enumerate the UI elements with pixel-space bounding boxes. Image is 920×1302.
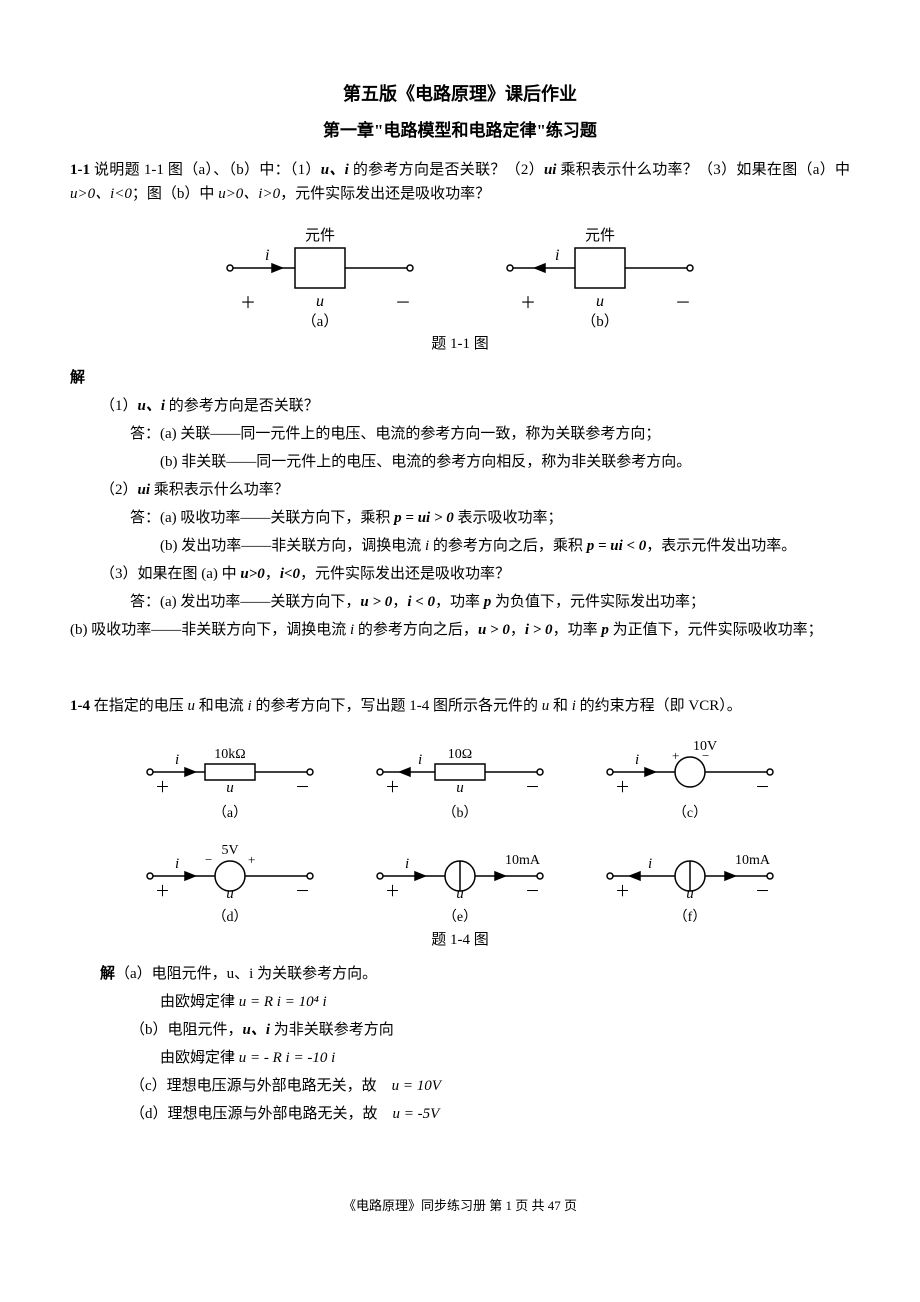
svg-text:－: － bbox=[295, 884, 310, 900]
svg-text:－: － bbox=[525, 884, 540, 900]
fig-1-4-a: 10kΩ i u ＋ － （a） bbox=[140, 732, 320, 822]
svg-text:+: + bbox=[248, 852, 255, 867]
page-footer: 《电路原理》同步练习册 第 1 页 共 47 页 bbox=[70, 1196, 850, 1217]
question-1-1: 1-1 说明题 1-1 图（a）、（b）中：（1）u、i 的参考方向是否关联？（… bbox=[70, 158, 850, 206]
fig-1-4-b: 10Ω i u ＋ － （b） bbox=[370, 732, 550, 822]
fig-1-4-e: 10mA i u ＋ － （e） bbox=[370, 836, 550, 926]
svg-text:i: i bbox=[635, 752, 639, 768]
sol-p3-a: 答：(a) 发出功率——关联方向下，u > 0，i < 0，功率 p 为负值下，… bbox=[70, 590, 850, 614]
svg-text:u: u bbox=[686, 886, 694, 902]
svg-text:＋: ＋ bbox=[155, 780, 170, 796]
svg-text:（a）: （a） bbox=[302, 313, 339, 328]
svg-text:（e）: （e） bbox=[443, 909, 477, 925]
svg-text:i: i bbox=[555, 247, 559, 264]
sol-p1-a: 答：(a) 关联——同一元件上的电压、电流的参考方向一致，称为关联参考方向； bbox=[70, 422, 850, 446]
sol-p3-b: (b) 吸收功率——非关联方向下，调换电流 i 的参考方向之后，u > 0，i … bbox=[70, 618, 850, 642]
fig-1-4-caption: 题 1-4 图 bbox=[70, 928, 850, 952]
svg-text:u: u bbox=[316, 293, 324, 310]
svg-text:u: u bbox=[596, 293, 604, 310]
svg-text:（b）: （b） bbox=[443, 805, 478, 821]
sol-1-4-d: （d）理想电压源与外部电路无关，故 u = -5V bbox=[70, 1102, 850, 1126]
svg-text:元件: 元件 bbox=[305, 227, 335, 244]
sol-1-4-a2: 由欧姆定律 u = R i = 10⁴ i bbox=[70, 990, 850, 1014]
sol-1-4: 解（a）电阻元件，u、i 为关联参考方向。 bbox=[70, 962, 850, 986]
figure-1-1: 元件 i u ＋ － （a） 元件 i u ＋ － （b） bbox=[70, 218, 850, 328]
svg-text:10Ω: 10Ω bbox=[448, 747, 472, 762]
sol-1-4-c: （c）理想电压源与外部电路无关，故 u = 10V bbox=[70, 1074, 850, 1098]
svg-text:i: i bbox=[175, 752, 179, 768]
svg-text:－: － bbox=[525, 780, 540, 796]
svg-text:i: i bbox=[175, 856, 179, 872]
svg-text:−: − bbox=[205, 852, 212, 867]
fig-1-1-b: 元件 i u ＋ － （b） bbox=[500, 218, 700, 328]
chapter-title: 第一章"电路模型和电路定律"练习题 bbox=[70, 117, 850, 144]
fig-1-4-c: 10V + − i ＋ － （c） bbox=[600, 732, 780, 822]
svg-text:－: － bbox=[295, 780, 310, 796]
svg-text:i: i bbox=[265, 247, 269, 264]
figure-1-4-row2: 5V − + i u ＋ － （d） 10mA i u ＋ － （e） bbox=[70, 836, 850, 926]
svg-text:＋: ＋ bbox=[385, 884, 400, 900]
sol-1-4-b1: （b）电阻元件，u、i 为非关联参考方向 bbox=[70, 1018, 850, 1042]
page-title: 第五版《电路原理》课后作业 bbox=[70, 80, 850, 109]
fig-1-4-f: 10mA i u ＋ － （f） bbox=[600, 836, 780, 926]
solution-heading: 解 bbox=[70, 366, 850, 390]
svg-text:u: u bbox=[226, 886, 234, 902]
svg-text:10kΩ: 10kΩ bbox=[214, 747, 245, 762]
svg-text:（c）: （c） bbox=[673, 805, 707, 821]
sol-p1-q: （1）u、i 的参考方向是否关联？ bbox=[70, 394, 850, 418]
svg-text:＋: ＋ bbox=[385, 780, 400, 796]
svg-text:－: － bbox=[755, 780, 770, 796]
sol-1-4-b2: 由欧姆定律 u = - R i = -10 i bbox=[70, 1046, 850, 1070]
svg-text:−: − bbox=[702, 748, 709, 763]
fig-1-1-a: 元件 i u ＋ － （a） bbox=[220, 218, 420, 328]
svg-text:＋: ＋ bbox=[615, 780, 630, 796]
svg-text:－: － bbox=[675, 295, 691, 312]
sol-p2-a: 答：(a) 吸收功率——关联方向下，乘积 p = ui > 0 表示吸收功率； bbox=[70, 506, 850, 530]
svg-text:5V: 5V bbox=[221, 843, 238, 858]
svg-text:（d）: （d） bbox=[213, 909, 248, 925]
svg-text:u: u bbox=[456, 780, 464, 796]
svg-text:（b）: （b） bbox=[581, 313, 619, 328]
sol-p3-q: （3）如果在图 (a) 中 u>0，i<0，元件实际发出还是吸收功率？ bbox=[70, 562, 850, 586]
q-number: 1-4 bbox=[70, 698, 90, 714]
fig-1-1-caption: 题 1-1 图 bbox=[70, 332, 850, 356]
sol-p1-b: (b) 非关联——同一元件上的电压、电流的参考方向相反，称为非关联参考方向。 bbox=[70, 450, 850, 474]
svg-text:+: + bbox=[672, 748, 679, 763]
svg-text:u: u bbox=[456, 886, 464, 902]
fig-1-4-d: 5V − + i u ＋ － （d） bbox=[140, 836, 320, 926]
question-1-4: 1-4 在指定的电压 u 和电流 i 的参考方向下，写出题 1-4 图所示各元件… bbox=[70, 694, 850, 718]
svg-text:＋: ＋ bbox=[520, 295, 536, 312]
svg-text:u: u bbox=[226, 780, 234, 796]
svg-text:i: i bbox=[648, 856, 652, 872]
sol-p2-b: (b) 发出功率——非关联方向，调换电流 i 的参考方向之后，乘积 p = ui… bbox=[70, 534, 850, 558]
svg-text:（a）: （a） bbox=[213, 805, 247, 821]
svg-text:10mA: 10mA bbox=[505, 853, 541, 868]
svg-text:10mA: 10mA bbox=[735, 853, 771, 868]
svg-text:元件: 元件 bbox=[585, 227, 615, 244]
svg-text:＋: ＋ bbox=[615, 884, 630, 900]
figure-1-4-row1: 10kΩ i u ＋ － （a） 10Ω i u ＋ － （b） bbox=[70, 732, 850, 822]
svg-text:i: i bbox=[418, 752, 422, 768]
q-number: 1-1 bbox=[70, 162, 90, 178]
svg-text:－: － bbox=[755, 884, 770, 900]
svg-text:－: － bbox=[395, 295, 411, 312]
svg-text:＋: ＋ bbox=[155, 884, 170, 900]
svg-text:＋: ＋ bbox=[240, 295, 256, 312]
svg-text:（f）: （f） bbox=[674, 909, 707, 925]
sol-p2-q: （2）ui 乘积表示什么功率？ bbox=[70, 478, 850, 502]
svg-text:i: i bbox=[405, 856, 409, 872]
